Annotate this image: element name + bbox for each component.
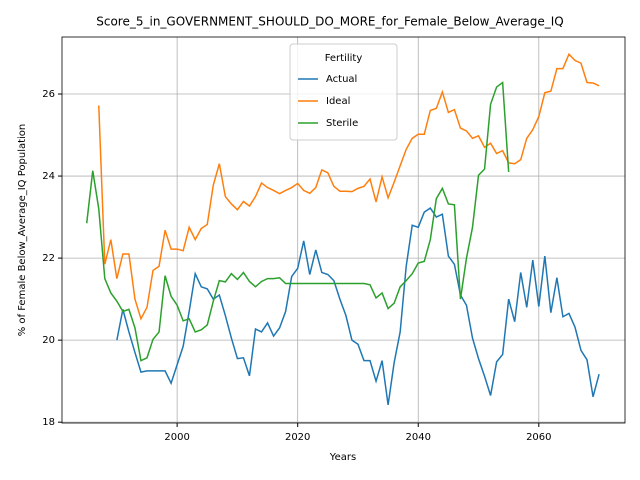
- y-tick-label: 24: [42, 171, 55, 182]
- line-series: [98, 52, 600, 321]
- line-series: [85, 81, 510, 362]
- x-tick-label: 2020: [285, 432, 310, 443]
- y-tick-label: 18: [42, 417, 55, 428]
- chart-title: Score_5_in_GOVERNMENT_SHOULD_DO_MORE_for…: [96, 15, 564, 29]
- x-axis-label: Years: [329, 452, 356, 463]
- line-series: [116, 207, 600, 406]
- y-tick-label: 22: [42, 253, 55, 264]
- legend-label: Ideal: [326, 96, 350, 107]
- legend-label: Actual: [326, 74, 357, 85]
- legend-title: Fertility: [325, 53, 363, 64]
- y-axis-label: % of Female Below_Average_IQ Population: [17, 124, 28, 337]
- plot-frame: [61, 36, 626, 424]
- x-tick-label: 2000: [164, 432, 189, 443]
- y-tick-label: 26: [42, 89, 55, 100]
- legend-box: [289, 43, 398, 141]
- y-tick-label: 20: [42, 335, 55, 346]
- legend-label: Sterile: [326, 118, 358, 129]
- x-tick-label: 2040: [406, 432, 431, 443]
- x-tick-label: 2060: [526, 432, 551, 443]
